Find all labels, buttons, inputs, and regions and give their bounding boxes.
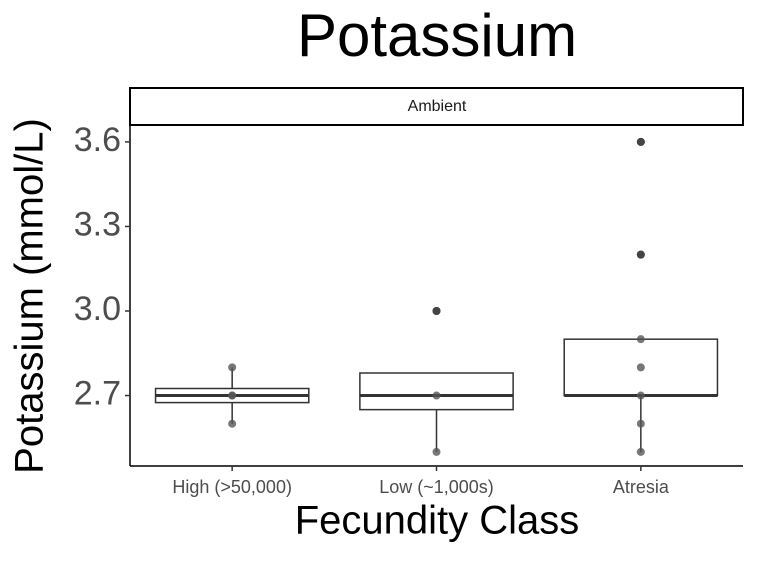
y-tick-label: 3.3: [74, 205, 121, 243]
y-tick-label: 2.7: [74, 375, 121, 413]
point: [636, 363, 645, 372]
y-axis-title: Potassium (mmol/L): [8, 118, 52, 474]
chart-title: Potassium: [297, 2, 577, 69]
point: [636, 335, 645, 344]
point: [636, 419, 645, 428]
y-tick-label: 3.6: [74, 121, 121, 159]
x-tick-label: Low (~1,000s): [379, 477, 494, 497]
point: [636, 137, 645, 146]
x-tick-label: High (>50,000): [172, 477, 292, 497]
box: [359, 372, 514, 411]
point: [432, 391, 441, 400]
x-tick-label: Atresia: [613, 477, 670, 497]
point: [432, 307, 441, 315]
facet-strip: [129, 87, 744, 126]
point: [636, 250, 645, 259]
x-axis-title: Fecundity Class: [295, 499, 580, 543]
point: [228, 419, 237, 428]
point: [636, 391, 645, 400]
point: [228, 391, 237, 400]
point: [228, 363, 237, 372]
point: [636, 447, 645, 456]
facet-label: Ambient: [408, 98, 467, 115]
point: [432, 447, 441, 456]
y-tick-label: 3.0: [74, 290, 121, 328]
